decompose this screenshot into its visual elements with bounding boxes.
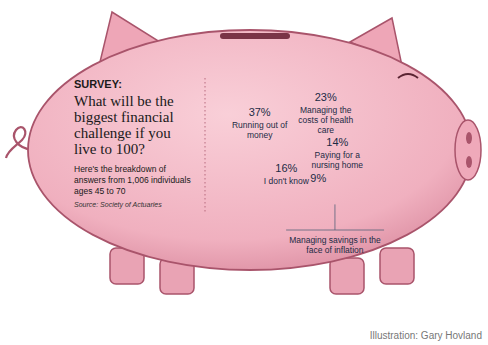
pig-nostril [466, 156, 472, 168]
data-label: 14% [326, 136, 348, 148]
pig-nostril [466, 132, 472, 144]
slice-label: Managing thecosts of healthcare [298, 105, 353, 135]
slice-label: Managing savings in theface of inflation [289, 235, 381, 255]
slice-label: Running out ofmoney [232, 120, 288, 140]
pig-snout [455, 120, 481, 180]
data-label: 37% [249, 106, 271, 118]
pig-leg [330, 258, 364, 294]
chart: SURVEY: What will be thebiggest financial… [0, 0, 488, 345]
piggy-bank [6, 12, 481, 294]
data-label: 16% [275, 162, 297, 174]
divider [205, 78, 206, 212]
pig-eye [398, 74, 418, 78]
data-label: 23% [315, 91, 337, 103]
source: Source: Society of Actuaries [74, 201, 162, 209]
kicker: SURVEY: [74, 78, 122, 90]
subtitle: Here's the breakdown ofanswers from 1,00… [74, 164, 191, 196]
coin-slot [220, 33, 290, 39]
title: What will be thebiggest financialchallen… [74, 93, 174, 157]
credit: Illustration: Gary Hovland [370, 330, 482, 341]
pig-leg [380, 248, 414, 284]
pie-labels: 23% Managing thecosts of healthcare14% Pay… [232, 91, 384, 255]
leader-line [286, 204, 384, 230]
data-label: 9% [310, 172, 326, 184]
slice-label: I don't know [264, 176, 310, 186]
slice-label: Paying for anursing home [312, 150, 364, 170]
pig-body [28, 30, 472, 270]
